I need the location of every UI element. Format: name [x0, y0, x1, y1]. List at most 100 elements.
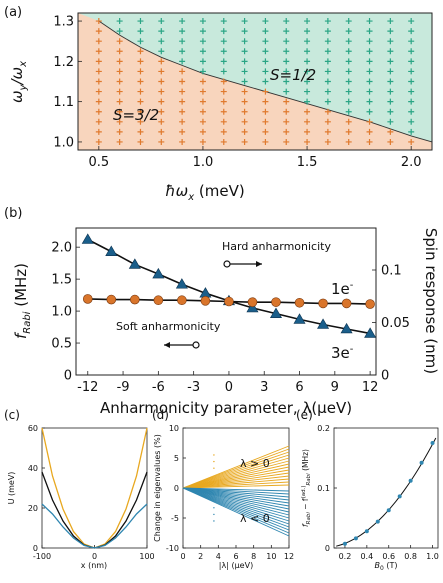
- fan-line-negative: [182, 487, 290, 522]
- marker-s12: [158, 48, 165, 55]
- y-tick-label: 0: [33, 544, 38, 553]
- marker-s12: [345, 88, 352, 95]
- marker-s32: [304, 108, 311, 115]
- marker-s32: [387, 128, 394, 135]
- marker-s12: [366, 38, 373, 45]
- marker-s32: [179, 68, 186, 75]
- marker-s32: [137, 118, 144, 125]
- dot-negative: [213, 513, 215, 516]
- x-tick-label: 0.4: [360, 552, 373, 561]
- marker-s32: [304, 118, 311, 125]
- marker-s12: [179, 38, 186, 45]
- marker-s32: [137, 108, 144, 115]
- fan-line-positive: [182, 472, 290, 489]
- marker-s12: [220, 58, 227, 65]
- marker-s12: [158, 18, 165, 25]
- marker-s12: [345, 108, 352, 115]
- data-point: [419, 460, 424, 465]
- marker-s12: [387, 78, 394, 85]
- marker-s32: [158, 78, 165, 85]
- marker-s32: [304, 138, 311, 145]
- marker-s12: [408, 18, 415, 25]
- fan-line-positive: [182, 478, 290, 489]
- data-point: [386, 508, 391, 513]
- marker-s12: [304, 58, 311, 65]
- marker-s12: [408, 108, 415, 115]
- marker-s12: [408, 128, 415, 135]
- x-tick-label: -6: [152, 380, 165, 395]
- potential-curve-2: [41, 503, 148, 549]
- marker-s12: [387, 108, 394, 115]
- marker-s12: [179, 28, 186, 35]
- fan-line-positive: [182, 454, 290, 489]
- data-point: [375, 519, 380, 524]
- marker-s32: [158, 98, 165, 105]
- marker-s12: [387, 38, 394, 45]
- marker-s12: [220, 38, 227, 45]
- panel-d-xlabel: |λ| (μeV): [219, 561, 253, 570]
- marker-s32: [95, 68, 102, 75]
- panel-label-e: (e): [296, 408, 313, 422]
- y-tick-label: 0.2: [317, 424, 330, 433]
- marker-s32: [262, 118, 269, 125]
- marker-s12: [283, 78, 290, 85]
- data-point: [342, 541, 347, 546]
- marker-s12: [366, 88, 373, 95]
- marker-s32: [262, 138, 269, 145]
- marker-s12: [366, 78, 373, 85]
- panel-label-b: (b): [4, 206, 22, 221]
- marker-s32: [137, 68, 144, 75]
- marker-s12: [220, 28, 227, 35]
- marker-s32: [95, 18, 102, 25]
- marker-s32: [95, 88, 102, 95]
- marker-s12: [324, 88, 331, 95]
- point-3e-: [293, 313, 306, 324]
- marker-s32: [199, 108, 206, 115]
- point-1e-: [130, 294, 140, 305]
- panel-label-c: (c): [4, 408, 20, 422]
- y-tick-label: 40: [28, 464, 38, 473]
- fan-line-negative: [182, 487, 290, 519]
- marker-s12: [199, 28, 206, 35]
- marker-s12: [137, 38, 144, 45]
- panel-c-xlabel: x (nm): [81, 561, 107, 570]
- marker-s12: [262, 28, 269, 35]
- y-tick-label: 1.0: [53, 135, 74, 150]
- point-1e-: [224, 296, 234, 307]
- y-tick-label: 1.2: [53, 55, 74, 70]
- marker-s32: [158, 128, 165, 135]
- marker-s32: [179, 88, 186, 95]
- marker-s32: [95, 118, 102, 125]
- y-tick-label: 1.3: [53, 15, 74, 30]
- marker-s32: [116, 128, 123, 135]
- marker-s32: [158, 88, 165, 95]
- marker-s12: [324, 98, 331, 105]
- x-tick-label: 2.0: [401, 155, 422, 170]
- marker-s32: [262, 98, 269, 105]
- x-tick-label: 100: [139, 552, 154, 561]
- marker-s32: [199, 78, 206, 85]
- marker-s12: [387, 88, 394, 95]
- marker-s12: [199, 58, 206, 65]
- marker-s12: [366, 58, 373, 65]
- marker-s12: [304, 48, 311, 55]
- point-3e-: [105, 245, 118, 256]
- data-point: [397, 494, 402, 499]
- y-tick-label: 0: [64, 369, 72, 384]
- marker-s32: [262, 108, 269, 115]
- panel-b-ylabel-right: Spin response (nm): [422, 228, 440, 374]
- marker-s12: [387, 58, 394, 65]
- marker-s32: [158, 138, 165, 145]
- point-3e-: [340, 322, 353, 334]
- marker-s32: [95, 48, 102, 55]
- marker-s32: [283, 98, 290, 105]
- marker-s12: [220, 18, 227, 25]
- marker-s32: [116, 68, 123, 75]
- panel-label-a: (a): [4, 5, 22, 20]
- fan-line-positive: [182, 466, 290, 489]
- x-tick-label: 1.0: [426, 552, 439, 561]
- marker-s12: [345, 38, 352, 45]
- marker-s32: [95, 58, 102, 65]
- marker-s12: [408, 28, 415, 35]
